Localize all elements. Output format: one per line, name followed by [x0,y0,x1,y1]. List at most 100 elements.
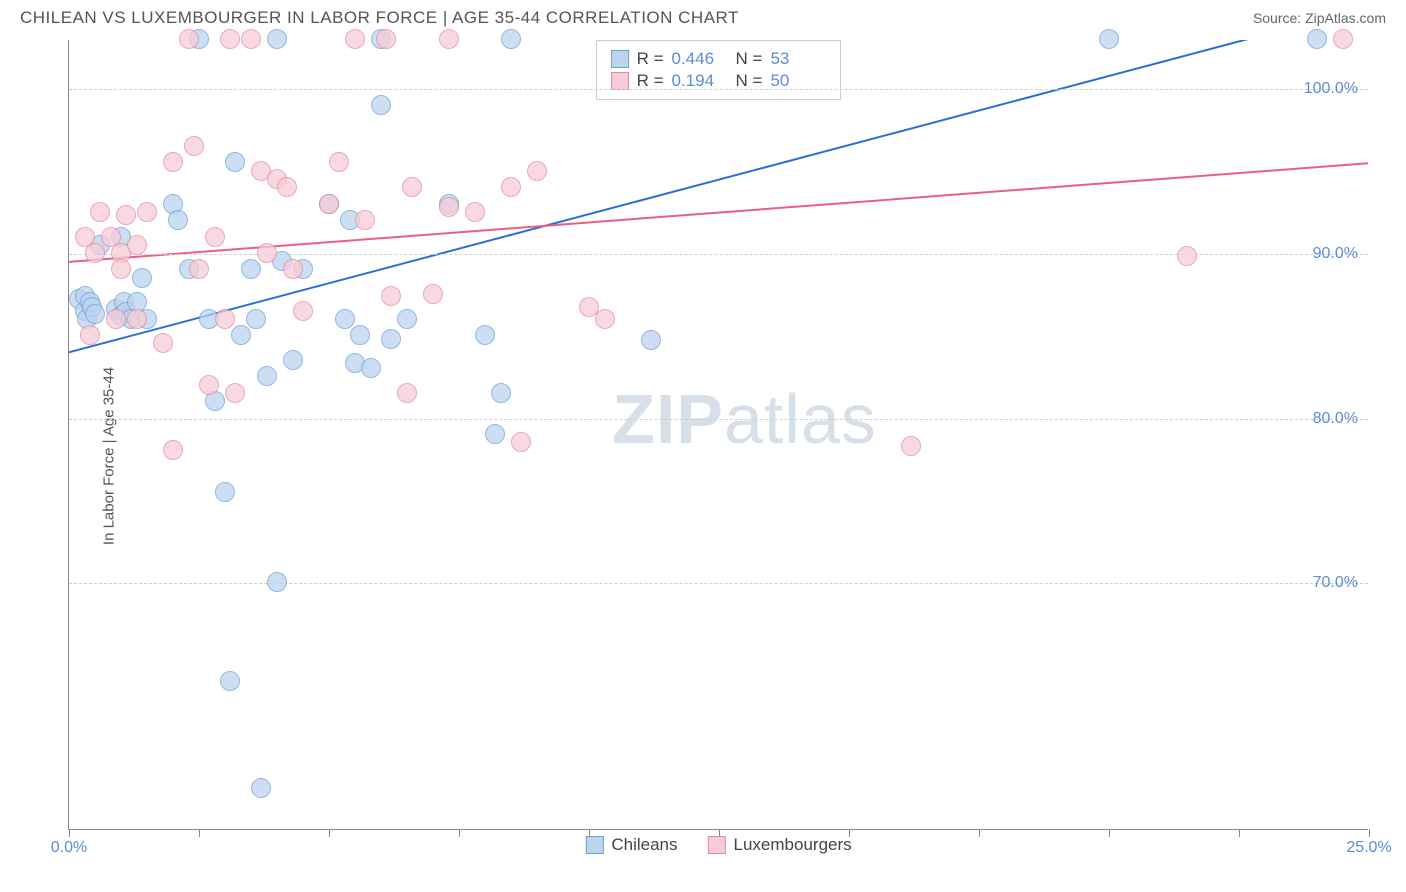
data-point [179,29,199,49]
data-point [225,152,245,172]
data-point [376,29,396,49]
legend-item-2: Luxembourgers [708,835,852,855]
plot-area: ZIPatlas R = 0.446 N = 53 R = 0.194 N = … [68,40,1368,830]
data-point [475,325,495,345]
x-tick [849,829,850,837]
stats-legend-box: R = 0.446 N = 53 R = 0.194 N = 50 [596,40,842,100]
data-point [241,29,261,49]
data-point [397,383,417,403]
data-point [465,202,485,222]
data-point [1177,246,1197,266]
gridline [69,419,1368,420]
data-point [402,177,422,197]
data-point [231,325,251,345]
chart-header: CHILEAN VS LUXEMBOURGER IN LABOR FORCE |… [0,0,1406,34]
data-point [163,440,183,460]
trend-lines [69,40,1368,829]
data-point [220,671,240,691]
data-point [901,436,921,456]
legend-label-2: Luxembourgers [734,835,852,855]
data-point [381,286,401,306]
x-tick [69,829,70,837]
y-tick-label: 80.0% [1313,410,1358,428]
x-tick [1109,829,1110,837]
x-tick [459,829,460,837]
data-point [595,309,615,329]
data-point [283,259,303,279]
data-point [246,309,266,329]
data-point [355,210,375,230]
data-point [225,383,245,403]
stats-row-2: R = 0.194 N = 50 [611,71,827,91]
gridline [69,89,1368,90]
data-point [116,205,136,225]
x-tick [1239,829,1240,837]
swatch-series-2 [611,72,629,90]
gridline [69,583,1368,584]
data-point [1307,29,1327,49]
data-point [267,572,287,592]
data-point [423,284,443,304]
stats-row-1: R = 0.446 N = 53 [611,49,827,69]
data-point [168,210,188,230]
n-value-2: 50 [770,71,826,91]
data-point [329,152,349,172]
data-point [485,424,505,444]
y-tick-label: 90.0% [1313,245,1358,263]
legend-label-1: Chileans [611,835,677,855]
data-point [80,325,100,345]
x-tick-label: 25.0% [1346,839,1391,857]
data-point [319,194,339,214]
data-point [85,304,105,324]
data-point [153,333,173,353]
data-point [527,161,547,181]
data-point [350,325,370,345]
data-point [215,482,235,502]
data-point [1099,29,1119,49]
chart-container: In Labor Force | Age 35-44 ZIPatlas R = … [20,40,1386,872]
data-point [293,301,313,321]
x-tick [329,829,330,837]
y-tick-label: 70.0% [1313,574,1358,592]
data-point [1333,29,1353,49]
legend-item-1: Chileans [585,835,677,855]
data-point [251,778,271,798]
data-point [283,350,303,370]
x-tick [1369,829,1370,837]
data-point [501,177,521,197]
data-point [491,383,511,403]
data-point [215,309,235,329]
data-point [241,259,261,279]
x-tick [589,829,590,837]
x-tick [719,829,720,837]
data-point [85,243,105,263]
data-point [345,29,365,49]
data-point [132,268,152,288]
data-point [257,243,277,263]
data-point [335,309,355,329]
data-point [501,29,521,49]
data-point [106,309,126,329]
data-point [189,259,209,279]
data-point [199,375,219,395]
legend-swatch-1 [585,836,603,854]
x-tick [199,829,200,837]
data-point [361,358,381,378]
swatch-series-1 [611,50,629,68]
data-point [397,309,417,329]
data-point [381,329,401,349]
data-point [137,202,157,222]
data-point [511,432,531,452]
data-point [267,29,287,49]
data-point [111,259,131,279]
legend-swatch-2 [708,836,726,854]
data-point [184,136,204,156]
data-point [371,95,391,115]
data-point [90,202,110,222]
data-point [277,177,297,197]
data-point [641,330,661,350]
y-tick-label: 100.0% [1304,80,1358,98]
data-point [163,152,183,172]
x-tick [979,829,980,837]
data-point [127,309,147,329]
